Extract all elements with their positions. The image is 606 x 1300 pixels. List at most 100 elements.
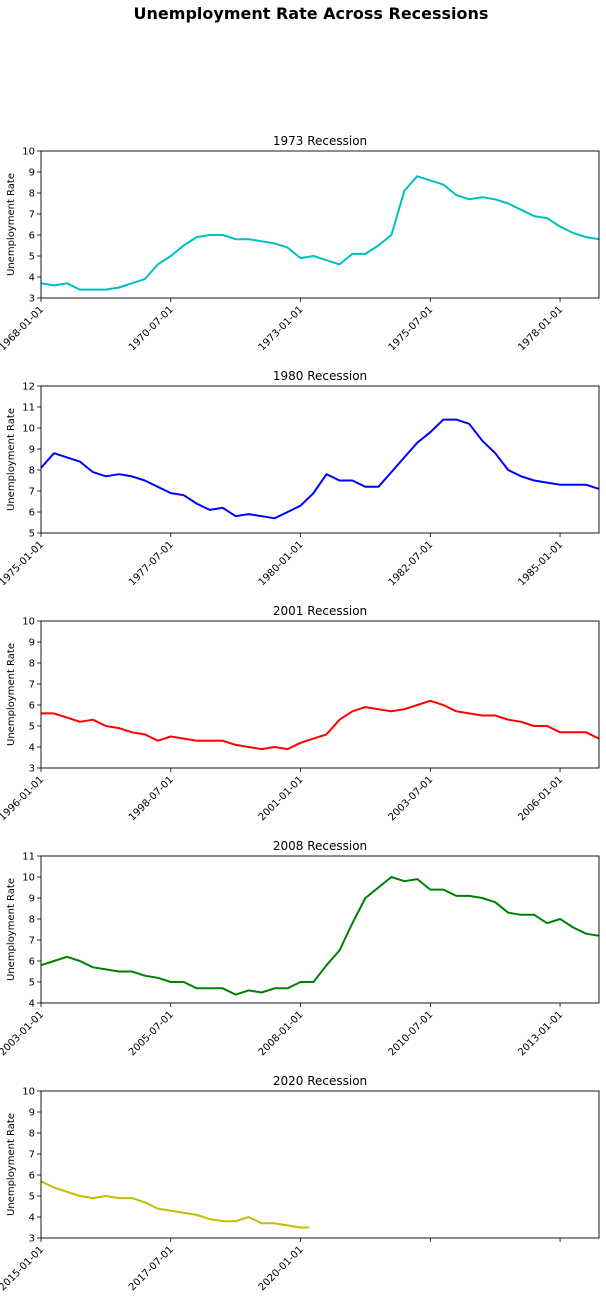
data-point bbox=[326, 733, 328, 735]
y-tick-label: 9 bbox=[29, 1108, 35, 1119]
data-point bbox=[144, 1201, 146, 1203]
data-point bbox=[390, 234, 392, 236]
data-point bbox=[131, 282, 133, 284]
chart-title-1973-recession: 1973 Recession bbox=[273, 134, 367, 148]
data-point bbox=[455, 194, 457, 196]
data-point bbox=[92, 289, 94, 291]
y-tick-label: 4 bbox=[29, 743, 35, 754]
data-point bbox=[222, 987, 224, 989]
data-point bbox=[507, 912, 509, 914]
data-point bbox=[261, 748, 263, 750]
data-point bbox=[559, 484, 561, 486]
x-tick-label: 1996-01-01 bbox=[0, 774, 46, 823]
data-point bbox=[261, 515, 263, 517]
data-point bbox=[196, 1214, 198, 1216]
data-point bbox=[585, 484, 587, 486]
data-point bbox=[481, 196, 483, 198]
y-tick-label: 9 bbox=[29, 894, 35, 905]
data-point bbox=[105, 289, 107, 291]
data-point bbox=[222, 234, 224, 236]
data-point bbox=[157, 263, 159, 265]
series-line-1973-recession bbox=[40, 175, 600, 291]
data-point bbox=[377, 887, 379, 889]
plot-frame bbox=[40, 150, 600, 299]
plot-frame bbox=[40, 620, 600, 769]
data-point bbox=[559, 226, 561, 228]
data-point bbox=[416, 704, 418, 706]
data-point bbox=[533, 725, 535, 727]
data-point bbox=[339, 480, 341, 482]
data-point bbox=[546, 922, 548, 924]
series-line-2020-recession bbox=[40, 1180, 310, 1229]
data-point bbox=[235, 238, 237, 240]
data-point bbox=[170, 1210, 172, 1212]
chart-panel-2008-recession: 2008 Recession Unemployment Rate 4 5 6 7 8 9 10 1… bbox=[0, 839, 600, 1058]
y-tick-label: 11 bbox=[22, 403, 35, 414]
data-point bbox=[468, 423, 470, 425]
data-point bbox=[53, 712, 55, 714]
y-tick-label: 3 bbox=[29, 294, 35, 305]
data-point bbox=[53, 1187, 55, 1189]
x-tick-label: 2017-07-01 bbox=[127, 1244, 176, 1293]
data-point bbox=[79, 289, 81, 291]
y-tick-label: 9 bbox=[29, 638, 35, 649]
data-point bbox=[585, 933, 587, 935]
data-point bbox=[183, 245, 185, 247]
data-point bbox=[416, 175, 418, 177]
data-point bbox=[118, 473, 120, 475]
data-point bbox=[144, 975, 146, 977]
data-point bbox=[520, 721, 522, 723]
y-axis-label: Unemployment Rate bbox=[6, 408, 17, 511]
plot-frame bbox=[40, 385, 600, 534]
data-point bbox=[364, 706, 366, 708]
data-point bbox=[351, 710, 353, 712]
plot-frame bbox=[40, 1090, 600, 1239]
data-point bbox=[468, 712, 470, 714]
data-point bbox=[222, 1220, 224, 1222]
data-point bbox=[79, 960, 81, 962]
data-point bbox=[300, 981, 302, 983]
y-tick-label: 7 bbox=[29, 1150, 35, 1161]
x-tick-label: 1978-01-01 bbox=[516, 304, 565, 353]
y-tick-label: 6 bbox=[29, 701, 35, 712]
x-tick-label: 1968-01-01 bbox=[0, 304, 46, 353]
data-point bbox=[313, 255, 315, 257]
y-tick-label: 5 bbox=[29, 252, 35, 263]
y-tick-label: 9 bbox=[29, 168, 35, 179]
data-point bbox=[403, 880, 405, 882]
chart-title-2020-recession: 2020 Recession bbox=[273, 1074, 367, 1088]
data-point bbox=[455, 895, 457, 897]
y-tick-label: 6 bbox=[29, 1171, 35, 1182]
data-point bbox=[287, 748, 289, 750]
x-tick-label: 1975-01-01 bbox=[0, 539, 46, 588]
data-point bbox=[468, 198, 470, 200]
data-point bbox=[533, 215, 535, 217]
data-point bbox=[429, 700, 431, 702]
data-point bbox=[261, 240, 263, 242]
y-tick-label: 4 bbox=[29, 999, 35, 1010]
y-tick-label: 10 bbox=[22, 147, 35, 158]
x-tick-label: 1985-01-01 bbox=[516, 539, 565, 588]
data-point bbox=[183, 738, 185, 740]
x-tick-label: 1970-07-01 bbox=[127, 304, 176, 353]
y-tick-label: 8 bbox=[29, 915, 35, 926]
x-tick-label: 1998-07-01 bbox=[127, 774, 176, 823]
data-point bbox=[183, 1212, 185, 1214]
data-point bbox=[196, 236, 198, 238]
y-tick-label: 5 bbox=[29, 529, 35, 540]
data-point bbox=[79, 461, 81, 463]
y-axis-label: Unemployment Rate bbox=[6, 878, 17, 981]
data-point bbox=[274, 1222, 276, 1224]
data-point bbox=[92, 719, 94, 721]
x-tick-label: 1975-07-01 bbox=[387, 304, 436, 353]
data-point bbox=[520, 209, 522, 211]
data-point bbox=[248, 746, 250, 748]
data-point bbox=[481, 440, 483, 442]
data-point bbox=[287, 247, 289, 249]
data-point bbox=[351, 480, 353, 482]
data-point bbox=[507, 719, 509, 721]
data-point bbox=[287, 1224, 289, 1226]
data-point bbox=[261, 992, 263, 994]
data-point bbox=[118, 1197, 120, 1199]
y-axis-label: Unemployment Rate bbox=[6, 643, 17, 746]
